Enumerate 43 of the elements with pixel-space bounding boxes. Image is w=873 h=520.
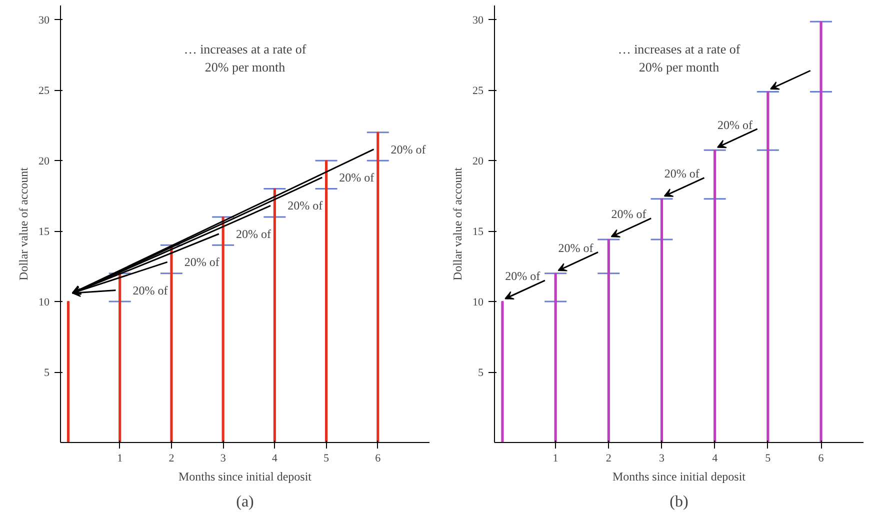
annotation: 20% of <box>664 166 700 181</box>
y-axis-title: Dollar value of account <box>16 166 30 280</box>
annotation: 20% of <box>339 170 374 185</box>
x-tick-label: 6 <box>818 452 824 464</box>
annotation: … increases at a rate of 20% per month <box>618 41 741 74</box>
x-tick-label: 2 <box>606 452 612 464</box>
x-axis-title: Months since initial deposit <box>612 470 746 484</box>
text: (a) <box>236 494 254 510</box>
y-tick-label: 15 <box>472 226 484 238</box>
y-tick-label: 20 <box>472 156 484 168</box>
y-tick-label: 30 <box>472 14 484 27</box>
x-tick-label: 5 <box>765 452 772 464</box>
y-tick-label: 25 <box>472 85 484 98</box>
x-tick-label: 6 <box>375 452 382 464</box>
x-tick-label: 1 <box>552 452 558 464</box>
y-axis-title: Dollar value of account <box>450 166 464 280</box>
annotation: 20% of <box>390 142 426 156</box>
y-tick-label: 20 <box>38 156 50 168</box>
annotation: 20% of <box>611 207 646 222</box>
x-tick-label: 1 <box>117 452 123 464</box>
x-tick-label: 5 <box>324 452 330 464</box>
annotation: 20% of <box>558 241 594 256</box>
y-tick-label: 10 <box>472 296 484 309</box>
x-tick-label: 3 <box>658 452 665 464</box>
annotation: 20% of <box>288 198 323 213</box>
annotation: 20% of <box>184 255 220 270</box>
x-tick-label: 4 <box>712 452 718 464</box>
y-tick-label: 5 <box>44 367 50 380</box>
y-tick-label: 15 <box>38 226 50 238</box>
y-tick-label: 30 <box>38 14 50 27</box>
x-tick-label: 2 <box>168 452 174 464</box>
annotation: 20% of <box>236 226 271 241</box>
text: (b) <box>670 494 688 510</box>
y-tick-label: 25 <box>38 85 50 98</box>
y-tick-label: 10 <box>38 296 50 309</box>
x-tick-label: 4 <box>272 452 278 464</box>
annotation: 20% of <box>505 269 540 284</box>
x-tick-label: 3 <box>220 452 226 464</box>
annotation: 20% of <box>717 118 752 132</box>
y-tick-label: 5 <box>478 367 484 380</box>
x-axis-title: Months since initial deposit <box>178 470 312 484</box>
annotation: … increases at a rate of 20% per month <box>184 41 307 74</box>
annotation: 20% of <box>132 283 168 298</box>
